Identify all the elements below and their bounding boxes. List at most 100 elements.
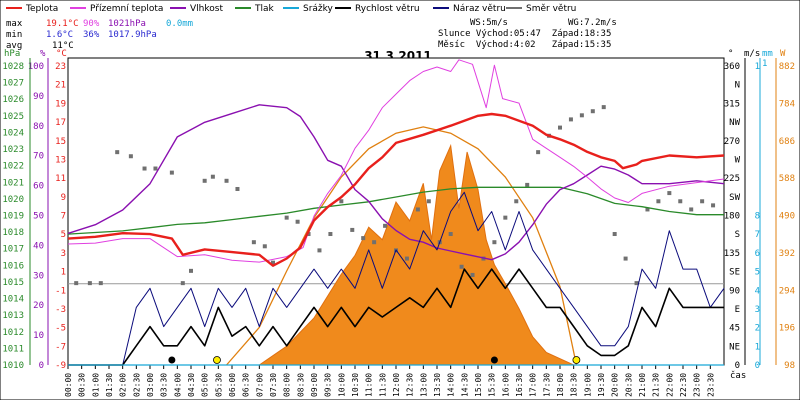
wind-direction-point (295, 219, 300, 224)
pct-tick-label: 100 (28, 62, 44, 72)
wind-direction-point (153, 166, 158, 171)
x-tick-label: 22:30 (679, 373, 688, 397)
wind-direction-point (404, 256, 409, 261)
stat-avg-label: avg (6, 41, 22, 51)
ground-temperature-line (67, 59, 725, 263)
hpa-unit: hPa (4, 49, 20, 59)
x-tick-label: 05:30 (214, 373, 223, 397)
wind-direction-point (271, 260, 275, 265)
stat-min-temp: 1.6°C (46, 30, 73, 40)
wind-direction-point (317, 248, 322, 253)
hpa-tick-label: 1020 (2, 195, 24, 205)
wind-direction-point (459, 264, 464, 269)
x-tick-label: 22:00 (665, 373, 674, 397)
legend: Teplota Přízemní teplota Vlhkost Tlak Srážky… (6, 4, 576, 14)
wind-direction-point (503, 215, 508, 220)
x-tick-label: 08:30 (296, 373, 305, 397)
pct-tick-label: 10 (33, 331, 44, 341)
ms-tick-label: 1 (755, 342, 760, 352)
ms-tick-label: 8 (755, 212, 760, 222)
legend-label: Náraz větru (453, 4, 506, 14)
wind-direction-point (601, 105, 606, 110)
plot-area (67, 57, 725, 366)
ms-tick-label: 6 (755, 249, 760, 259)
wind-direction-point (202, 178, 207, 183)
x-tick-label: 15:30 (488, 373, 497, 397)
w-tick-label: 490 (779, 212, 795, 222)
hpa-tick-label: 1011 (2, 344, 24, 354)
x-tick-label: 10:00 (337, 373, 346, 397)
stat-max-rain: 0.0mm (166, 19, 193, 29)
wind-direction-point (492, 240, 497, 245)
x-tick-label: 13:00 (419, 373, 428, 397)
x-tick-label: 17:00 (529, 373, 538, 397)
wind-direction-point (328, 232, 333, 237)
wind-direction-point (224, 178, 229, 183)
hpa-tick-label: 1012 (2, 328, 24, 338)
wind-direction-point (306, 232, 311, 237)
temp-unit: °C (56, 49, 67, 59)
moonrise-marker (168, 356, 176, 364)
dir-tick-label: N (735, 81, 740, 91)
x-tick-label: 14:30 (460, 373, 469, 397)
hpa-tick-label: 1027 (2, 79, 24, 89)
mm-unit: mm (762, 49, 773, 59)
x-tick-label: 16:30 (515, 373, 524, 397)
x-tick-label: 09:30 (324, 373, 333, 397)
theoretical-solar-line (226, 126, 578, 366)
x-tick-label: 01:00 (91, 373, 100, 397)
x-tick-label: 10:30 (351, 373, 360, 397)
hpa-tick-label: 1028 (2, 62, 24, 72)
temp-tick-label: 11 (55, 174, 66, 184)
dir-tick-label: W (735, 155, 741, 165)
hpa-tick-label: 1014 (2, 295, 24, 305)
x-tick-label: 21:30 (652, 373, 661, 397)
w-tick-label: 98 (784, 361, 795, 371)
x-tick-label: 13:30 (433, 373, 442, 397)
ms-unit: m/s (744, 49, 760, 59)
x-tick-label: 18:00 (556, 373, 565, 397)
x-tick-label: 05:00 (201, 373, 210, 397)
temp-tick-label: 5 (61, 230, 66, 240)
pct-tick-label: 30 (33, 271, 44, 281)
w-tick-label: 588 (779, 174, 795, 184)
wind-direction-point (180, 281, 185, 286)
x-tick-label: 06:00 (228, 373, 237, 397)
temp-tick-label: -7 (55, 342, 66, 352)
x-tick-label: 12:00 (392, 373, 401, 397)
temp-tick-label: -9 (55, 361, 66, 371)
legend-label: Srážky (303, 4, 334, 14)
pct-tick-label: 20 (33, 301, 44, 311)
x-tick-label: 04:30 (187, 373, 196, 397)
dir-tick-label: 360 (724, 62, 740, 72)
temp-tick-label: 1 (61, 268, 66, 278)
w-tick-label: 882 (779, 62, 795, 72)
dir-tick-label: 135 (724, 249, 740, 259)
hpa-tick-label: 1019 (2, 212, 24, 222)
hpa-tick-label: 1023 (2, 145, 24, 155)
wind-direction-point (470, 272, 475, 277)
wind-direction-point (142, 166, 147, 171)
temp-tick-label: 13 (55, 155, 66, 165)
wind-direction-point (426, 199, 431, 204)
temperature-line (67, 112, 725, 267)
x-tick-label: 11:00 (365, 373, 374, 397)
x-tick-label: 06:30 (242, 373, 251, 397)
wind-direction-point (667, 191, 672, 196)
temp-tick-label: -3 (55, 305, 66, 315)
ms-tick-label: 7 (755, 230, 760, 240)
stat-max-press: 1021hPa (108, 19, 146, 29)
pct-tick-label: 40 (33, 241, 44, 251)
legend-label: Vlhkost (190, 4, 223, 14)
hpa-tick-label: 1010 (2, 361, 24, 371)
wind-gust-line (68, 191, 725, 366)
pct-tick-label: 80 (33, 122, 44, 132)
humidity-line (67, 104, 725, 261)
ms-tick-label: 5 (755, 268, 760, 278)
hpa-tick-label: 1021 (2, 178, 24, 188)
axes: 1028102710261025102410231022102110201019… (2, 49, 795, 397)
wind-direction-point (700, 199, 705, 204)
wind-direction-point (189, 268, 193, 273)
w-tick-label: 686 (779, 137, 795, 147)
deg-unit: ° (728, 49, 733, 59)
